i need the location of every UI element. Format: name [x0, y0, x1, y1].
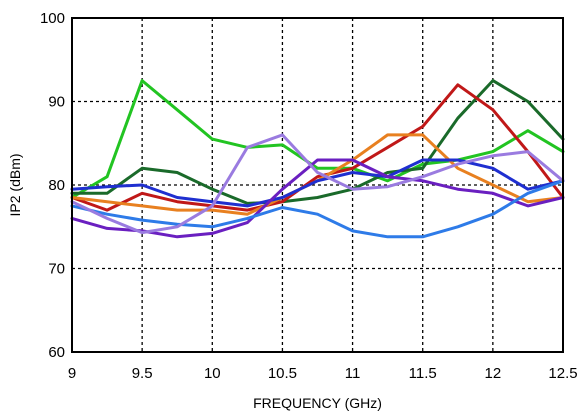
y-tick-label: 60 — [48, 344, 65, 361]
series-line-1 — [70, 79, 565, 199]
x-tick-label: 11.5 — [409, 365, 437, 382]
x-tick-label: 9.5 — [132, 365, 153, 382]
y-tick-label: 90 — [48, 94, 65, 111]
series-line-3 — [70, 83, 565, 212]
series-line-6 — [70, 158, 565, 239]
x-tick-label: 10.5 — [268, 365, 297, 382]
series-line-7 — [70, 179, 565, 239]
y-tick-label: 70 — [48, 261, 65, 278]
series-line-2 — [70, 79, 565, 205]
y-tick-label: 100 — [40, 10, 65, 27]
series-line-5 — [70, 158, 565, 208]
series-line-4 — [70, 133, 565, 216]
x-axis-title: FREQUENCY (GHz) — [253, 395, 382, 411]
x-tick-label: 12 — [485, 365, 502, 382]
plot-frame — [71, 17, 564, 353]
series-lines — [70, 79, 565, 239]
x-tick-label: 12.5 — [548, 365, 577, 382]
y-tick-label: 80 — [48, 177, 65, 194]
y-axis-title: IP2 (dBm) — [7, 153, 23, 216]
series-line-8 — [70, 133, 565, 235]
x-tick-label: 11 — [345, 365, 361, 382]
tick-labels: 9 9.5 10 10.5 11 11.5 12 12.5 60 70 80 90 100 — [40, 10, 578, 382]
x-tick-label: 9 — [68, 365, 76, 382]
x-tick-label: 10 — [204, 365, 221, 382]
